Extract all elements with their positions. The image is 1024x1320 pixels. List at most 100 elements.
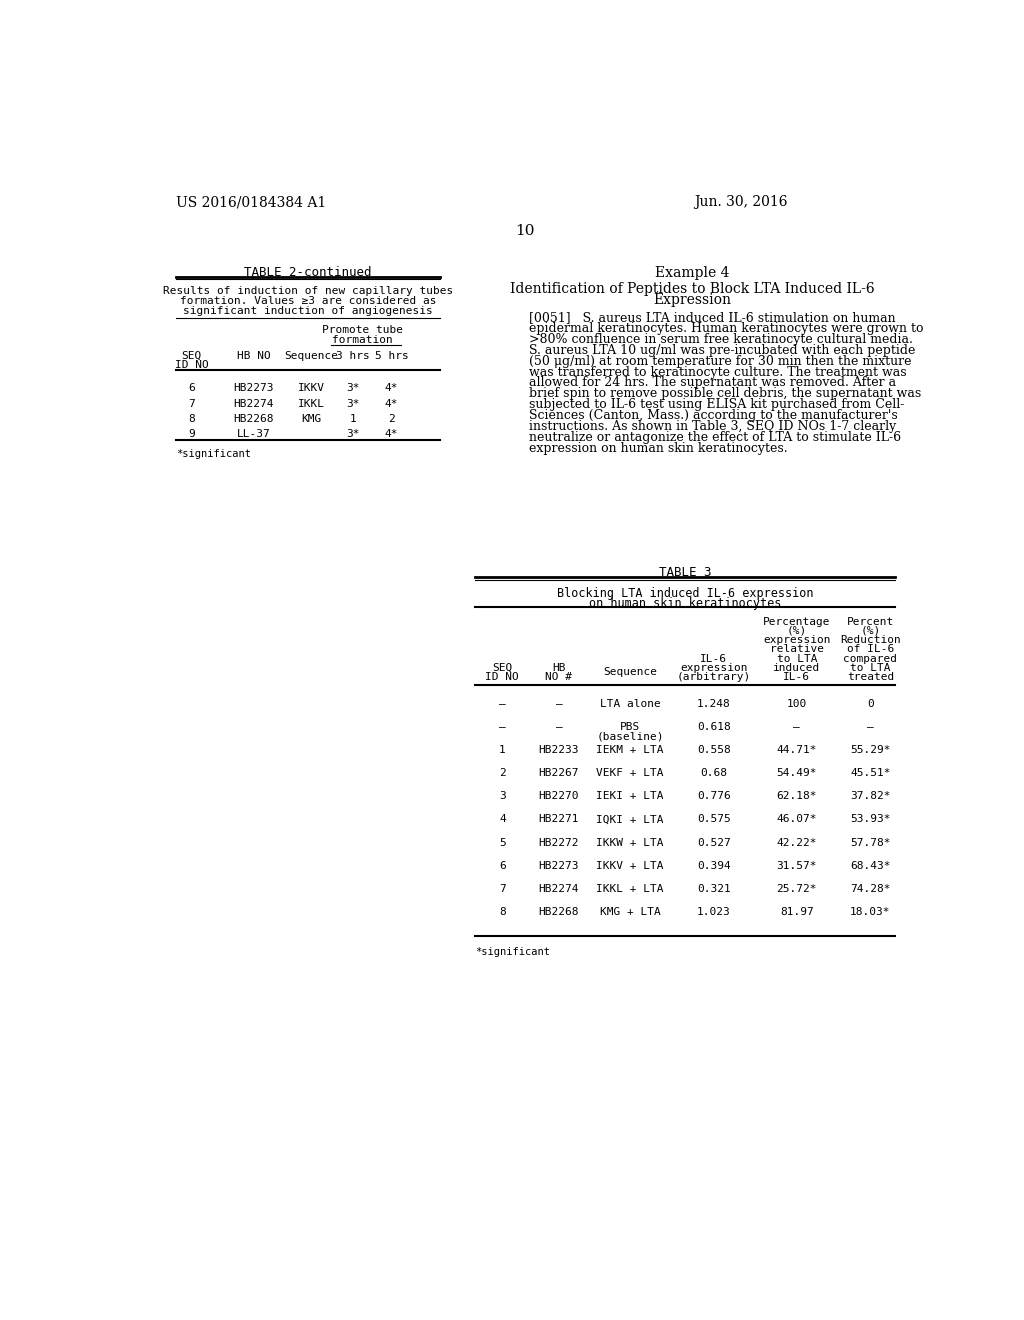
Text: 5 hrs: 5 hrs: [375, 351, 409, 360]
Text: SEQ: SEQ: [181, 351, 202, 360]
Text: Example 4: Example 4: [655, 267, 729, 280]
Text: IKKV: IKKV: [298, 383, 326, 393]
Text: IEKI + LTA: IEKI + LTA: [596, 792, 664, 801]
Text: 25.72*: 25.72*: [776, 884, 817, 894]
Text: 100: 100: [786, 700, 807, 709]
Text: HB2233: HB2233: [539, 744, 580, 755]
Text: 6: 6: [499, 861, 506, 871]
Text: compared: compared: [844, 653, 897, 664]
Text: 0.68: 0.68: [700, 768, 727, 779]
Text: induced: induced: [773, 663, 820, 673]
Text: 10: 10: [515, 224, 535, 238]
Text: (%): (%): [786, 626, 807, 636]
Text: (arbitrary): (arbitrary): [677, 672, 751, 682]
Text: 3*: 3*: [346, 383, 359, 393]
Text: HB2270: HB2270: [539, 792, 580, 801]
Text: 81.97: 81.97: [780, 907, 814, 917]
Text: IKKL: IKKL: [298, 399, 326, 409]
Text: 0.394: 0.394: [697, 861, 731, 871]
Text: ID NO: ID NO: [175, 360, 209, 370]
Text: NO #: NO #: [546, 672, 572, 682]
Text: HB2267: HB2267: [539, 768, 580, 779]
Text: Sequence: Sequence: [285, 351, 339, 360]
Text: 1.248: 1.248: [697, 700, 731, 709]
Text: brief spin to remove possible cell debris, the supernatant was: brief spin to remove possible cell debri…: [529, 387, 922, 400]
Text: subjected to IL-6 test using ELISA kit purchased from Cell-: subjected to IL-6 test using ELISA kit p…: [529, 399, 905, 412]
Text: 54.49*: 54.49*: [776, 768, 817, 779]
Text: TABLE 3: TABLE 3: [659, 566, 712, 579]
Text: HB NO: HB NO: [237, 351, 270, 360]
Text: 7: 7: [188, 399, 195, 409]
Text: to LTA: to LTA: [850, 663, 891, 673]
Text: 8: 8: [499, 907, 506, 917]
Text: neutralize or antagonize the effect of LTA to stimulate IL-6: neutralize or antagonize the effect of L…: [529, 432, 901, 444]
Text: formation: formation: [332, 335, 392, 345]
Text: >80% confluence in serum free keratinocyte cultural media.: >80% confluence in serum free keratinocy…: [529, 333, 913, 346]
Text: 18.03*: 18.03*: [850, 907, 891, 917]
Text: 4*: 4*: [385, 429, 398, 440]
Text: 0.527: 0.527: [697, 838, 731, 847]
Text: Results of induction of new capillary tubes: Results of induction of new capillary tu…: [163, 286, 453, 296]
Text: 2: 2: [499, 768, 506, 779]
Text: 6: 6: [188, 383, 195, 393]
Text: –: –: [867, 722, 873, 733]
Text: Percent: Percent: [847, 616, 894, 627]
Text: –: –: [499, 700, 506, 709]
Text: 0.558: 0.558: [697, 744, 731, 755]
Text: IEKM + LTA: IEKM + LTA: [596, 744, 664, 755]
Text: was transferred to keratinocyte culture. The treatment was: was transferred to keratinocyte culture.…: [529, 366, 907, 379]
Text: 3: 3: [499, 792, 506, 801]
Text: HB2273: HB2273: [539, 861, 580, 871]
Text: –: –: [556, 700, 562, 709]
Text: expression: expression: [680, 663, 748, 673]
Text: Sequence: Sequence: [603, 668, 657, 677]
Text: 1: 1: [349, 414, 356, 424]
Text: 3*: 3*: [346, 399, 359, 409]
Text: 44.71*: 44.71*: [776, 744, 817, 755]
Text: –: –: [499, 722, 506, 733]
Text: IKKW + LTA: IKKW + LTA: [596, 838, 664, 847]
Text: HB2274: HB2274: [233, 399, 273, 409]
Text: IQKI + LTA: IQKI + LTA: [596, 814, 664, 825]
Text: 8: 8: [188, 414, 195, 424]
Text: 9: 9: [188, 429, 195, 440]
Text: 4*: 4*: [385, 399, 398, 409]
Text: treated: treated: [847, 672, 894, 682]
Text: expression: expression: [763, 635, 830, 645]
Text: –: –: [794, 722, 800, 733]
Text: KMG: KMG: [301, 414, 322, 424]
Text: Jun. 30, 2016: Jun. 30, 2016: [693, 195, 787, 210]
Text: Expression: Expression: [653, 293, 731, 308]
Text: LTA alone: LTA alone: [600, 700, 660, 709]
Text: relative: relative: [770, 644, 824, 655]
Text: HB2268: HB2268: [233, 414, 273, 424]
Text: 46.07*: 46.07*: [776, 814, 817, 825]
Text: Reduction: Reduction: [840, 635, 901, 645]
Text: 1.023: 1.023: [697, 907, 731, 917]
Text: Sciences (Canton, Mass.) according to the manufacturer's: Sciences (Canton, Mass.) according to th…: [529, 409, 898, 422]
Text: 0.321: 0.321: [697, 884, 731, 894]
Text: 31.57*: 31.57*: [776, 861, 817, 871]
Text: 0.618: 0.618: [697, 722, 731, 733]
Text: LL-37: LL-37: [237, 429, 270, 440]
Text: Promote tube: Promote tube: [322, 325, 402, 335]
Text: 3*: 3*: [346, 429, 359, 440]
Text: VEKF + LTA: VEKF + LTA: [596, 768, 664, 779]
Text: to LTA: to LTA: [776, 653, 817, 664]
Text: 55.29*: 55.29*: [850, 744, 891, 755]
Text: –: –: [556, 722, 562, 733]
Text: US 2016/0184384 A1: US 2016/0184384 A1: [176, 195, 327, 210]
Text: ID NO: ID NO: [485, 672, 519, 682]
Text: SEQ: SEQ: [493, 663, 512, 673]
Text: formation. Values ≥3 are considered as: formation. Values ≥3 are considered as: [179, 296, 436, 306]
Text: *significant: *significant: [475, 946, 550, 957]
Text: IL-6: IL-6: [783, 672, 810, 682]
Text: 42.22*: 42.22*: [776, 838, 817, 847]
Text: 4*: 4*: [385, 383, 398, 393]
Text: IKKV + LTA: IKKV + LTA: [596, 861, 664, 871]
Text: HB2273: HB2273: [233, 383, 273, 393]
Text: KMG + LTA: KMG + LTA: [600, 907, 660, 917]
Text: 53.93*: 53.93*: [850, 814, 891, 825]
Text: IKKL + LTA: IKKL + LTA: [596, 884, 664, 894]
Text: (50 μg/ml) at room temperature for 30 min then the mixture: (50 μg/ml) at room temperature for 30 mi…: [529, 355, 912, 367]
